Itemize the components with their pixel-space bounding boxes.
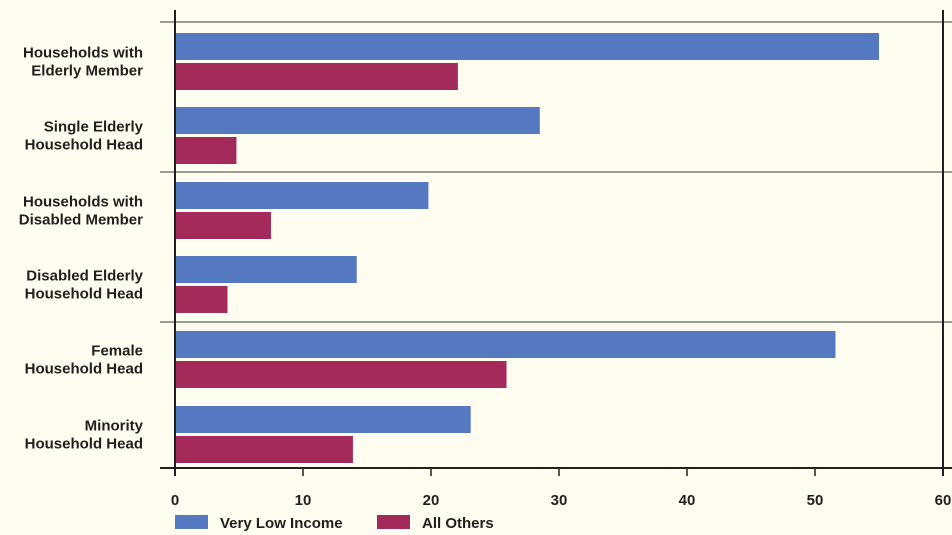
bar-very-low-income-3 xyxy=(175,256,357,283)
x-tick-label-40: 40 xyxy=(679,492,696,509)
bar-all-others-4 xyxy=(175,361,507,388)
category-label-4: Female Household Head xyxy=(25,343,143,378)
category-label-3: Disabled Elderly Household Head xyxy=(25,268,144,303)
bar-all-others-0 xyxy=(175,63,458,90)
x-tick-label-30: 30 xyxy=(551,492,568,509)
legend-label-very-low-income: Very Low Income xyxy=(220,515,343,532)
legend-label-all-others: All Others xyxy=(422,515,494,532)
x-tick-label-10: 10 xyxy=(295,492,312,509)
category-label-1: Single Elderly Household Head xyxy=(25,119,144,154)
bar-very-low-income-2 xyxy=(175,182,429,209)
bar-all-others-2 xyxy=(175,212,271,239)
bar-very-low-income-0 xyxy=(175,33,879,60)
labels-layer: Households with Elderly Member Single Elde… xyxy=(19,45,952,510)
bars-layer xyxy=(175,33,879,463)
bar-all-others-3 xyxy=(175,286,228,313)
category-label-5: Minority Household Head xyxy=(25,418,144,453)
bar-very-low-income-5 xyxy=(175,406,471,433)
x-tick-label-60: 60 xyxy=(935,492,952,509)
x-tick-label-20: 20 xyxy=(423,492,440,509)
bar-very-low-income-1 xyxy=(175,107,540,134)
bar-all-others-1 xyxy=(175,137,237,164)
category-label-2: Households with Disabled Member xyxy=(19,194,143,229)
axis-layer xyxy=(160,10,952,476)
legend: Very Low Income All Others xyxy=(175,515,494,532)
x-tick-label-50: 50 xyxy=(807,492,824,509)
legend-swatch-very-low-income xyxy=(175,515,208,529)
category-label-0: Households with Elderly Member xyxy=(23,45,143,80)
grid-layer xyxy=(160,10,952,476)
bar-all-others-5 xyxy=(175,436,353,463)
x-tick-label-0: 0 xyxy=(171,492,179,509)
legend-swatch-all-others xyxy=(377,515,410,529)
bar-very-low-income-4 xyxy=(175,331,836,358)
